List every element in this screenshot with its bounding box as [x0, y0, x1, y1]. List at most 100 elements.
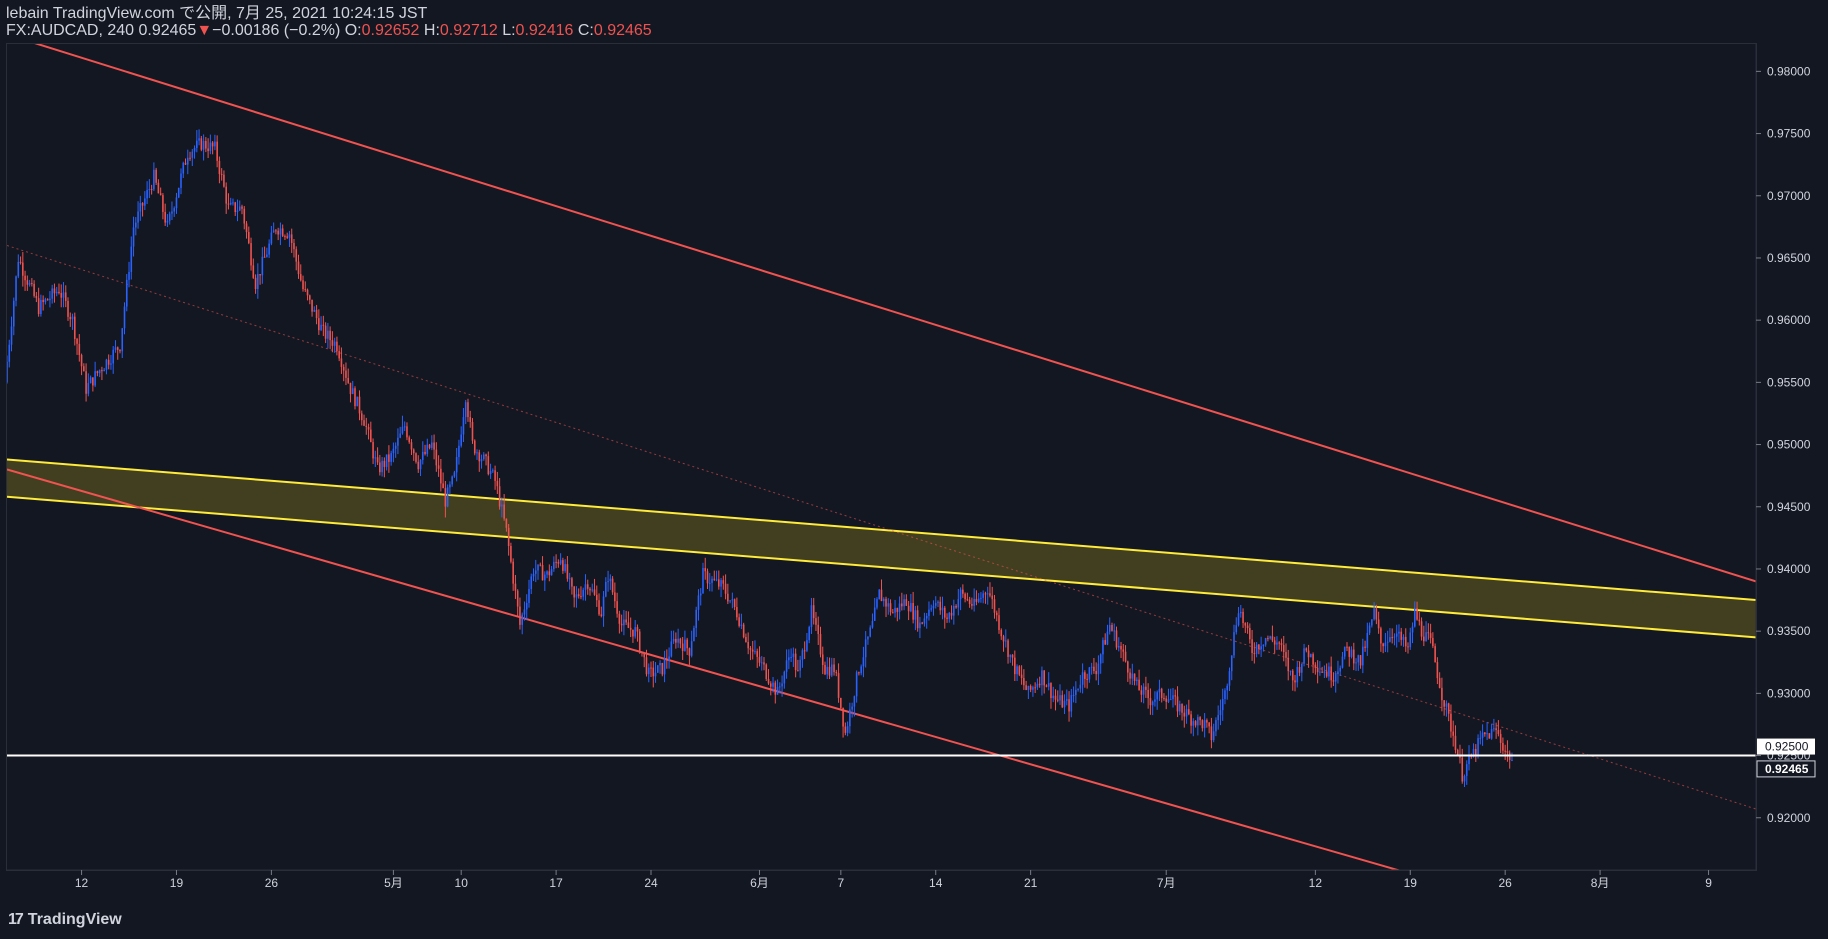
candle-body [749, 648, 752, 650]
candle-body [370, 429, 372, 443]
candle-body [336, 341, 338, 352]
candle-body [544, 574, 546, 581]
candle-body [1348, 646, 1351, 657]
candle-body [1190, 714, 1192, 726]
candle-body [85, 371, 87, 394]
candle-body [708, 582, 711, 584]
candle-body [426, 444, 429, 454]
candle-body [320, 324, 322, 331]
candle-body [166, 220, 169, 223]
candle-body [1350, 649, 1353, 657]
candle-body [1059, 695, 1061, 701]
candle-body [641, 652, 643, 654]
candle-body [729, 600, 731, 602]
candle-body [1425, 632, 1427, 642]
candle-body [24, 275, 26, 281]
candle-body [889, 603, 892, 613]
candle-body [781, 683, 783, 687]
candle-body [666, 659, 668, 661]
candle-body [1450, 713, 1452, 732]
candle-body [571, 578, 573, 587]
candle-body [1477, 738, 1479, 755]
candle-body [548, 571, 551, 576]
x-tick-label: 19 [170, 876, 184, 890]
candle-body [1258, 644, 1260, 650]
candle-body [907, 605, 910, 612]
candle-body [1009, 654, 1012, 657]
candle-body [1070, 695, 1073, 712]
candle-body [1192, 721, 1195, 726]
candle-body [1384, 642, 1387, 647]
candle-body [1023, 678, 1025, 686]
candle-body [1063, 700, 1066, 708]
candle-body [1093, 666, 1095, 672]
candle-body [1481, 732, 1484, 738]
candle-body [659, 662, 661, 666]
y-tick-label: 0.93000 [1767, 686, 1811, 700]
candle-body [1032, 687, 1034, 690]
candle-body [797, 670, 799, 672]
candle-body [654, 672, 657, 677]
low-label: L: [502, 22, 516, 39]
candle-body [180, 173, 182, 188]
candle-body [92, 377, 94, 386]
candle-body [1264, 638, 1267, 645]
candle-body [1140, 690, 1143, 695]
candle-body [745, 637, 747, 643]
candle-body [1267, 638, 1269, 640]
candle-body [421, 451, 424, 460]
x-tick-label: 21 [1024, 876, 1038, 890]
candle-body [234, 202, 237, 213]
candle-body [760, 662, 763, 664]
candle-body [1206, 720, 1208, 723]
candle-body [358, 396, 361, 414]
candle-body [1176, 696, 1179, 712]
candle-body [953, 605, 955, 616]
candle-body [871, 620, 874, 628]
x-tick-label: 9 [1705, 876, 1712, 890]
candle-body [40, 299, 42, 314]
candle-body [257, 274, 259, 289]
candle-body [514, 583, 517, 591]
candle-body [247, 232, 250, 244]
candle-body [304, 289, 307, 291]
candle-body [15, 276, 17, 301]
candle-body [218, 160, 221, 175]
candle-body [351, 388, 354, 395]
candle-body [198, 138, 200, 141]
candle-body [964, 593, 966, 600]
candle-body [1427, 632, 1430, 634]
candle-body [1296, 666, 1299, 683]
candle-body [342, 366, 345, 371]
candle-body [602, 596, 605, 617]
candle-body [677, 638, 679, 643]
candle-body [668, 656, 670, 661]
candle-body [880, 589, 883, 602]
candle-body [1301, 663, 1303, 673]
hline-price-tag: 0.92500 [1757, 738, 1815, 755]
candle-body [591, 589, 594, 591]
candle-body [473, 440, 476, 454]
x-tick-label: 26 [265, 876, 279, 890]
candle-body [806, 640, 808, 651]
candle-body [268, 243, 270, 255]
candle-body [415, 453, 417, 462]
candle-body [966, 599, 969, 601]
candle-body [1339, 667, 1342, 672]
candle-body [1111, 624, 1113, 631]
candle-body [449, 484, 451, 488]
channel-lower-line [7, 468, 1402, 870]
candle-body [627, 622, 630, 628]
candle-body [272, 230, 275, 233]
candle-body [83, 366, 85, 372]
candle-body [1468, 754, 1470, 765]
candle-body [980, 597, 982, 599]
candle-body [521, 614, 524, 625]
candle-body [528, 589, 530, 603]
candle-body [1355, 662, 1357, 664]
candle-body [60, 292, 63, 298]
candle-body [137, 211, 139, 223]
candle-body [1160, 688, 1163, 698]
candle-body [849, 709, 851, 727]
